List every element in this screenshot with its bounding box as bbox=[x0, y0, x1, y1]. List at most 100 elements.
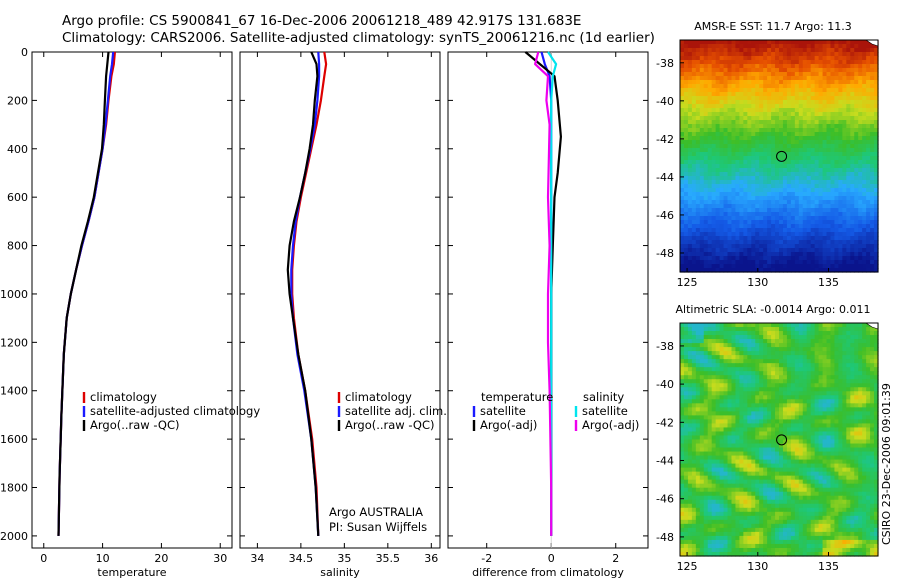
sst-cell bbox=[683, 192, 689, 197]
sst-cell bbox=[874, 224, 879, 229]
sst-cell bbox=[862, 124, 867, 129]
sst-cell bbox=[731, 72, 737, 77]
sst-cell bbox=[834, 136, 839, 141]
temperature-plot-frame bbox=[31, 51, 233, 549]
sla-cell bbox=[727, 455, 733, 461]
sst-cell bbox=[739, 76, 744, 81]
sst-cell bbox=[850, 152, 855, 157]
sst-cell bbox=[751, 152, 756, 157]
sla-cell bbox=[814, 447, 820, 453]
sla-cell bbox=[699, 343, 705, 348]
sst-cell bbox=[802, 44, 808, 49]
sst-cell bbox=[775, 52, 780, 57]
sst-cell bbox=[862, 224, 867, 229]
sla-cell bbox=[751, 471, 756, 477]
sla-cell bbox=[854, 447, 859, 453]
sst-cell bbox=[771, 208, 776, 213]
sst-cell bbox=[747, 48, 752, 53]
sla-cell bbox=[826, 351, 832, 356]
sla-cell bbox=[691, 347, 697, 352]
sst-cell bbox=[798, 120, 804, 125]
sst-cell bbox=[747, 72, 752, 77]
sst-cell bbox=[790, 92, 796, 97]
sla-cell bbox=[755, 347, 760, 352]
sla-cell bbox=[767, 411, 772, 416]
sst-cell bbox=[814, 160, 820, 165]
sst-cell bbox=[727, 196, 733, 201]
sst-cell bbox=[683, 148, 689, 153]
sla-cell bbox=[731, 431, 737, 437]
sla-cell bbox=[826, 339, 832, 344]
sla-cell bbox=[751, 379, 756, 384]
sst-cell bbox=[822, 156, 828, 161]
sst-cell bbox=[775, 244, 780, 249]
sst-cell bbox=[707, 64, 713, 69]
sst-cell bbox=[834, 128, 839, 133]
sla-cell bbox=[699, 383, 705, 388]
sla-cell bbox=[854, 371, 859, 376]
sst-cell bbox=[850, 40, 855, 45]
sst-cell bbox=[707, 200, 713, 205]
sst-cell bbox=[810, 132, 816, 137]
sst-cell bbox=[695, 44, 701, 49]
sla-cell bbox=[790, 439, 796, 445]
sla-cell bbox=[695, 463, 701, 469]
sst-cell bbox=[711, 44, 717, 49]
sst-cell bbox=[767, 204, 772, 209]
sst-cell bbox=[731, 164, 737, 169]
sst-cell bbox=[806, 212, 812, 217]
sst-cell bbox=[695, 120, 701, 125]
sst-cell bbox=[683, 124, 689, 129]
sst-cell bbox=[826, 188, 832, 193]
sla-cell bbox=[747, 339, 752, 344]
sst-cell bbox=[850, 208, 855, 213]
sst-map bbox=[680, 40, 879, 273]
sst-cell bbox=[731, 196, 737, 201]
sst-cell bbox=[834, 160, 839, 165]
sla-cell bbox=[767, 403, 772, 408]
sst-cell bbox=[786, 40, 792, 45]
sst-cell bbox=[691, 140, 697, 145]
sst-cell bbox=[759, 148, 764, 153]
sst-cell bbox=[866, 244, 871, 249]
sst-cell bbox=[866, 68, 871, 73]
sst-cell bbox=[858, 56, 863, 61]
sla-cell bbox=[822, 375, 828, 380]
sst-cell bbox=[703, 236, 709, 241]
sst-cell bbox=[771, 256, 776, 261]
sst-cell bbox=[822, 200, 828, 205]
sst-cell bbox=[862, 76, 867, 81]
temperature-xtick-label: 20 bbox=[154, 552, 168, 565]
sla-cell bbox=[763, 411, 768, 416]
sla-cell bbox=[842, 323, 847, 328]
sla-cell bbox=[779, 467, 784, 473]
sst-cell bbox=[834, 104, 839, 109]
sla-cell bbox=[834, 447, 839, 453]
sst-cell bbox=[707, 132, 713, 137]
sla-cell bbox=[782, 351, 788, 356]
sla-cell bbox=[810, 327, 816, 332]
sla-cell bbox=[794, 355, 800, 360]
sla-cell bbox=[834, 403, 839, 408]
sla-cell bbox=[731, 399, 737, 404]
sla-cell bbox=[842, 467, 847, 473]
sst-cell bbox=[814, 112, 820, 117]
sst-cell bbox=[866, 172, 871, 177]
sst-cell bbox=[858, 252, 863, 257]
sst-cell bbox=[739, 72, 744, 77]
sst-cell bbox=[798, 188, 804, 193]
sst-cell bbox=[727, 116, 733, 121]
sst-cell bbox=[735, 220, 740, 225]
sst-cell bbox=[735, 236, 740, 241]
sst-cell bbox=[719, 80, 725, 85]
sst-cell bbox=[830, 256, 836, 261]
sst-cell bbox=[846, 228, 851, 233]
sla-cell bbox=[814, 415, 820, 421]
sla-cell bbox=[826, 399, 832, 404]
sst-cell bbox=[715, 44, 721, 49]
sst-cell bbox=[826, 104, 832, 109]
sla-cell bbox=[806, 423, 812, 429]
sla-cell bbox=[782, 439, 788, 445]
sla-cell bbox=[850, 371, 855, 376]
sst-cell bbox=[763, 228, 768, 233]
